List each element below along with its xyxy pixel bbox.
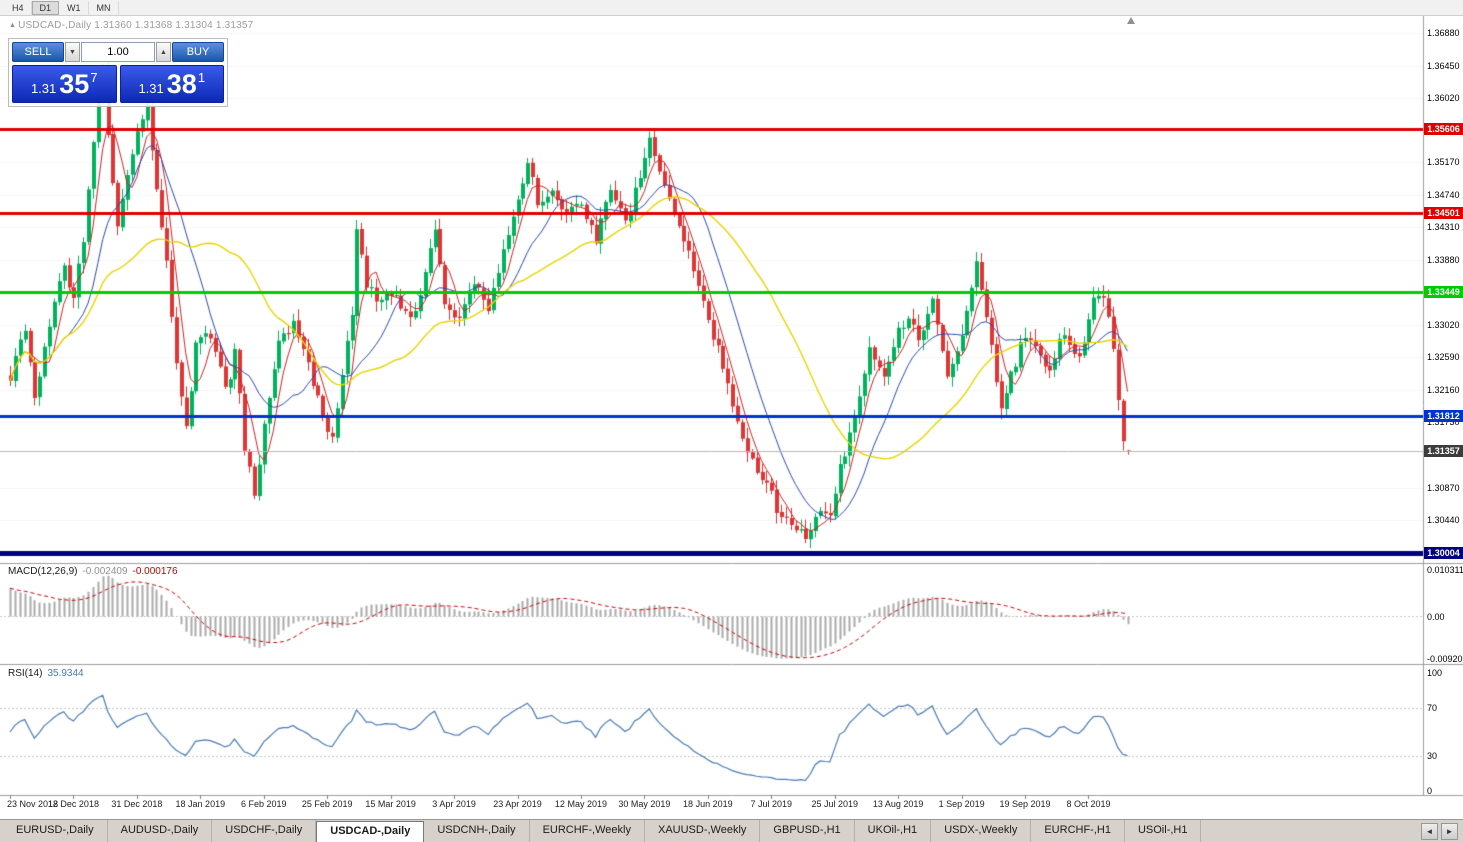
chart-tab-bar: EURUSD-,Daily AUDUSD-,Daily USDCHF-,Daily U… bbox=[0, 819, 1463, 842]
chart-tab-audusd-daily[interactable]: AUDUSD-,Daily bbox=[108, 820, 213, 842]
buy-price-button[interactable]: 1.31 38 1 bbox=[119, 65, 224, 103]
macd-indicator-label: MACD(12,26,9) -0.002409 -0.000176 bbox=[8, 566, 178, 577]
volume-increase-icon[interactable]: ▲ bbox=[156, 42, 171, 62]
macd-title: MACD(12,26,9) bbox=[8, 566, 78, 577]
volume-decrease-icon[interactable]: ▼ bbox=[65, 42, 80, 62]
macd-signal-value: -0.000176 bbox=[132, 566, 178, 577]
sell-price-figure: 1.31 bbox=[30, 81, 57, 96]
trade-panel-top-row: SELL ▼ ▲ BUY bbox=[12, 42, 224, 62]
buy-price-point: 1 bbox=[197, 70, 206, 85]
chart-tab-eurchf-h1[interactable]: EURCHF-,H1 bbox=[1031, 820, 1125, 842]
rsi-title: RSI(14) bbox=[8, 668, 43, 679]
tab-scroll-arrows: ◄ ► bbox=[1421, 820, 1463, 842]
chart-tab-eurusd-daily[interactable]: EURUSD-,Daily bbox=[3, 820, 108, 842]
chart-ohlc-values: 1.31360 1.31368 1.31304 1.31357 bbox=[94, 20, 254, 31]
volume-input[interactable] bbox=[81, 42, 155, 62]
chart-tab-usdx-weekly[interactable]: USDX-,Weekly bbox=[931, 820, 1032, 842]
buy-price-pips: 38 bbox=[166, 68, 197, 99]
chart-tab-usdcnh-daily[interactable]: USDCNH-,Daily bbox=[424, 820, 530, 842]
one-click-trading-panel: SELL ▼ ▲ BUY 1.31 35 7 1.31 38 1 bbox=[8, 38, 228, 107]
chart-symbol: USDCAD-,Daily bbox=[18, 20, 92, 31]
rsi-indicator-label: RSI(14) 35.9344 bbox=[8, 668, 84, 679]
timeframe-w1-button[interactable]: W1 bbox=[59, 0, 89, 15]
chart-tab-usdcad-daily[interactable]: USDCAD-,Daily bbox=[316, 821, 425, 842]
trade-panel-price-row: 1.31 35 7 1.31 38 1 bbox=[12, 65, 224, 103]
timeframe-h4-button[interactable]: H4 bbox=[4, 0, 32, 15]
buy-button[interactable]: BUY bbox=[172, 42, 224, 62]
timeframe-mn-button[interactable]: MN bbox=[89, 0, 119, 15]
macd-main-value: -0.002409 bbox=[82, 566, 128, 577]
chart-tab-ukoil-h1[interactable]: UKOil-,H1 bbox=[855, 820, 932, 842]
tab-scroll-left-icon[interactable]: ◄ bbox=[1421, 822, 1438, 840]
chart-tabs: EURUSD-,Daily AUDUSD-,Daily USDCHF-,Daily U… bbox=[0, 820, 1202, 842]
chart-tab-eurchf-weekly[interactable]: EURCHF-,Weekly bbox=[530, 820, 645, 842]
chart-icon: ▲ bbox=[9, 22, 17, 29]
chart-shift-marker-icon[interactable] bbox=[1127, 17, 1135, 24]
timeframe-toolbar: H4 D1 W1 MN bbox=[0, 0, 1463, 16]
sell-price-button[interactable]: 1.31 35 7 bbox=[12, 65, 117, 103]
timeframe-d1-button[interactable]: D1 bbox=[31, 0, 60, 15]
buy-price-figure: 1.31 bbox=[138, 81, 164, 96]
chart-title: ▲ USDCAD-,Daily 1.31360 1.31368 1.31304 1… bbox=[9, 20, 253, 31]
chart-tab-xauusd-weekly[interactable]: XAUUSD-,Weekly bbox=[645, 820, 761, 842]
chart-tab-usdchf-daily[interactable]: USDCHF-,Daily bbox=[212, 820, 317, 842]
chart-tab-gbpusd-h1[interactable]: GBPUSD-,H1 bbox=[760, 820, 855, 842]
chart-tab-usoil-h1[interactable]: USOil-,H1 bbox=[1125, 820, 1202, 842]
sell-price-pips: 35 bbox=[59, 68, 90, 99]
sell-button[interactable]: SELL bbox=[12, 42, 64, 62]
sell-price-point: 7 bbox=[90, 70, 98, 85]
rsi-value: 35.9344 bbox=[47, 668, 84, 679]
tab-scroll-right-icon[interactable]: ► bbox=[1441, 822, 1458, 840]
